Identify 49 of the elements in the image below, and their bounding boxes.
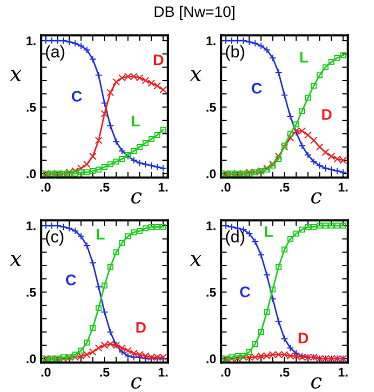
series-label: D — [298, 332, 308, 344]
y-tick-label: .0 — [206, 354, 216, 364]
y-tick-label: .0 — [206, 169, 216, 178]
series-label: L — [265, 226, 273, 237]
x-tick-label: 1. — [158, 182, 168, 192]
x-tick-label: .0 — [41, 182, 51, 192]
y-axis-title: x — [190, 70, 202, 81]
x-axis-title: c — [131, 377, 142, 389]
series-label: D — [136, 322, 146, 333]
y-tick-label: 1. — [26, 36, 36, 46]
x-tick-label: .5 — [280, 182, 290, 192]
series-label: L — [96, 228, 105, 240]
series-label: C — [72, 90, 82, 102]
series-label: C — [240, 286, 250, 298]
series-label: L — [132, 116, 140, 126]
x-axis-title: c — [311, 192, 322, 204]
x-tick-label: .5 — [100, 182, 110, 192]
x-tick-label: .5 — [100, 368, 110, 377]
x-tick-label: .0 — [221, 368, 230, 377]
y-tick-label: 1. — [206, 222, 216, 230]
y-tick-label: 1. — [206, 36, 216, 46]
text: DB [Nw=10] — [154, 6, 234, 20]
series-label: L — [300, 52, 308, 62]
series-label: D — [154, 54, 164, 66]
y-tick-label: .5 — [206, 103, 216, 112]
y-tick-label: 1. — [26, 222, 36, 230]
y-tick-label: .5 — [26, 103, 36, 112]
series-label: C — [252, 82, 262, 94]
x-axis-title: c — [131, 192, 142, 204]
text: (a) — [46, 45, 64, 61]
x-tick-label: .5 — [280, 368, 290, 377]
x-tick-label: 1. — [338, 182, 348, 192]
y-tick-label: .0 — [26, 354, 36, 364]
x-tick-label: .0 — [41, 368, 51, 377]
y-axis-title: x — [190, 255, 202, 266]
x-axis-title: c — [311, 377, 322, 389]
text: (c) — [46, 230, 64, 246]
y-axis-title: x — [10, 70, 22, 81]
x-tick-label: 1. — [158, 368, 168, 377]
x-tick-label: 1. — [338, 368, 348, 377]
series-label: C — [66, 274, 76, 286]
y-tick-label: .5 — [206, 288, 216, 297]
y-tick-label: .5 — [26, 288, 36, 297]
text: (d) — [226, 230, 244, 246]
y-tick-label: .0 — [26, 169, 36, 178]
x-tick-label: .0 — [221, 182, 230, 192]
text: (b) — [226, 45, 244, 61]
y-axis-title: x — [10, 255, 22, 266]
series-label: D — [322, 109, 332, 120]
